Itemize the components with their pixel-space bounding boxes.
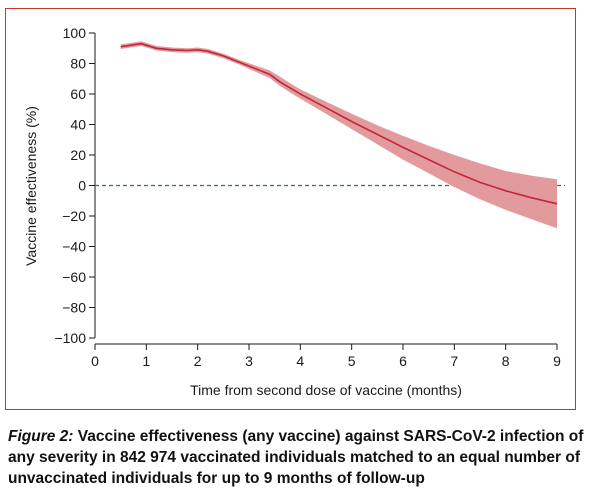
- y-tick-label: 40: [70, 117, 86, 133]
- y-axis-label: Vaccine effectiveness (%): [23, 106, 39, 266]
- figure-label: Figure 2:: [8, 428, 74, 445]
- x-tick-label: 9: [553, 353, 561, 369]
- caption-text: Vaccine effectiveness (any vaccine) agai…: [8, 428, 584, 487]
- y-tick-label: 20: [70, 147, 86, 163]
- x-tick-label: 6: [399, 353, 407, 369]
- confidence-band: [120, 41, 557, 229]
- y-tick-label: 80: [70, 56, 86, 72]
- figure-frame: [5, 8, 576, 410]
- y-tick-label: −20: [62, 208, 86, 224]
- y-tick-label: −40: [62, 239, 86, 255]
- effectiveness-line: [120, 42, 558, 205]
- y-tick-label: 100: [63, 25, 87, 41]
- x-tick-label: 8: [502, 353, 510, 369]
- y-tick-label: 0: [78, 178, 86, 194]
- y-tick-label: −80: [62, 300, 86, 316]
- x-axis-label: Time from second dose of vaccine (months…: [190, 382, 462, 398]
- y-tick-label: −60: [62, 269, 86, 285]
- x-tick-label: 2: [194, 353, 202, 369]
- y-axis: 100 80 60 40 20 0 −20 −40 −60 −80 −100: [54, 25, 96, 346]
- x-tick-label: 3: [245, 353, 253, 369]
- figure-caption: Figure 2: Vaccine effectiveness (any vac…: [8, 426, 584, 489]
- x-axis: 0 1 2 3 4 5 6 7 8 9: [91, 343, 561, 369]
- y-tick-label: −100: [54, 330, 86, 346]
- plot-area: [95, 41, 565, 229]
- x-tick-label: 7: [450, 353, 458, 369]
- x-tick-label: 1: [142, 353, 150, 369]
- x-tick-label: 4: [296, 353, 304, 369]
- x-tick-label: 0: [91, 353, 99, 369]
- x-tick-label: 5: [348, 353, 356, 369]
- y-tick-label: 60: [70, 86, 86, 102]
